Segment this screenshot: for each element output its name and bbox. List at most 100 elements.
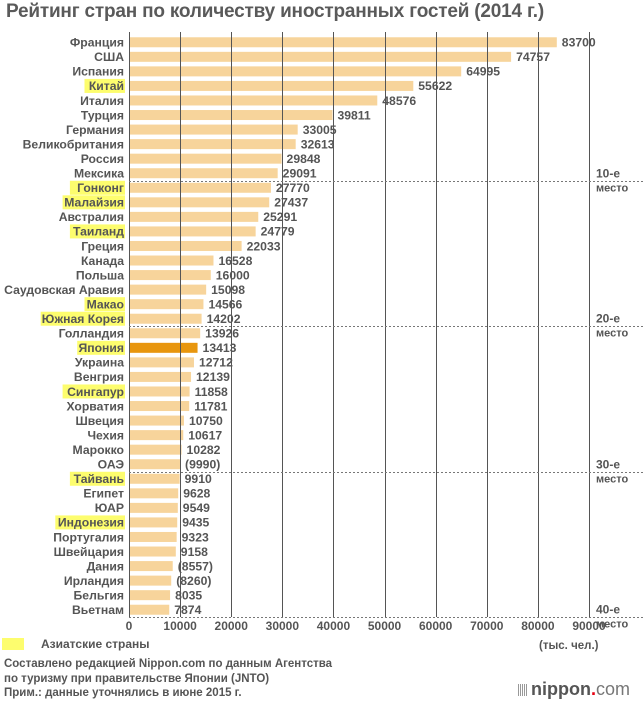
bar (130, 502, 178, 513)
bar (130, 459, 181, 470)
value-label: 8035 (175, 588, 202, 602)
value-label: 39811 (337, 108, 370, 122)
category-label: Польша (76, 268, 124, 282)
category-label: Бельгия (74, 588, 124, 602)
bar (130, 51, 512, 62)
bar (130, 255, 214, 266)
source-line-2: по туризму при правительстве Японии (JNT… (4, 673, 270, 685)
nippon-logo: nippon.com (518, 679, 630, 700)
value-label: 11781 (194, 399, 227, 413)
logo-bars-icon (518, 684, 528, 696)
legend: Азиатские страны (2, 637, 644, 657)
value-label: 27770 (276, 181, 310, 195)
bar (130, 197, 270, 208)
bar (130, 328, 201, 339)
value-label: 13413 (203, 341, 237, 355)
x-tick-label: 20000 (215, 619, 249, 633)
category-label: Украина (75, 356, 124, 370)
value-label: 64995 (466, 65, 500, 79)
category-label: Австралия (59, 210, 124, 224)
asia-label-highlight (69, 224, 125, 239)
value-label: 16000 (216, 268, 250, 282)
bar-chart: Франция 83700 США 74757 Испания 64995 Китай 556… (4, 32, 644, 633)
bar (130, 211, 259, 222)
source-line-1: Составлено редакцией Nippon.com по данны… (4, 658, 333, 670)
bar (130, 415, 184, 426)
category-label: ОАЭ (98, 458, 125, 472)
value-label: 9549 (183, 501, 210, 515)
category-label: Малайзия (64, 196, 124, 210)
category-label: Вьетнам (72, 603, 124, 617)
category-label: Чехия (87, 428, 124, 442)
category-label: Германия (66, 123, 124, 137)
bar (130, 371, 192, 382)
value-label: 15098 (211, 283, 245, 297)
bar (130, 401, 190, 412)
bar (130, 430, 184, 441)
category-label: Гонконг (77, 181, 124, 195)
value-label: 11858 (195, 385, 228, 399)
category-label: Швеция (76, 414, 124, 428)
x-tick-label: 30000 (266, 619, 300, 633)
category-label: Португалия (53, 530, 124, 544)
x-tick-label: 0 (126, 619, 133, 633)
value-label: 25291 (263, 210, 297, 224)
bar (130, 604, 170, 615)
value-label: 55622 (418, 79, 452, 93)
x-axis-unit-label: (тыс. чел.) (539, 640, 599, 652)
bar (130, 357, 194, 368)
x-tick-label: 60000 (419, 619, 453, 633)
value-label: 16528 (218, 254, 252, 268)
value-label: (8260) (176, 574, 211, 588)
x-tick-label: 40000 (317, 619, 351, 633)
bar (130, 124, 298, 135)
category-label: Южная Корея (42, 312, 124, 326)
category-label: Индонезия (58, 516, 124, 530)
asia-label-highlight (62, 384, 125, 399)
logo-main: nippon (531, 679, 591, 699)
bar (130, 575, 172, 586)
value-label: 9323 (182, 530, 209, 544)
value-label: 12712 (199, 356, 233, 370)
bar (130, 95, 378, 106)
value-label: 9158 (181, 545, 208, 559)
value-label: 27437 (274, 196, 308, 210)
category-label: Китай (89, 79, 124, 93)
bar (130, 80, 414, 91)
source-note: Составлено редакцией Nippon.com по данны… (4, 657, 332, 687)
bar (130, 139, 296, 150)
category-label: Сингапур (67, 385, 124, 399)
category-label: Великобритания (23, 137, 124, 151)
asia-label-highlight (77, 340, 125, 355)
value-label: 9910 (185, 472, 212, 486)
value-label: (8557) (178, 559, 213, 573)
asia-label-highlight (40, 311, 126, 326)
bar (130, 284, 207, 295)
value-label: 10617 (188, 428, 222, 442)
category-label: Таиланд (73, 225, 124, 239)
category-label: Ирландия (64, 574, 124, 588)
category-label: Турция (81, 108, 124, 122)
value-label: 14202 (207, 312, 241, 326)
value-label: 13926 (205, 327, 239, 341)
category-label: Япония (78, 341, 124, 355)
value-label: 29848 (287, 152, 321, 166)
rank-marker-label: 10-е (596, 167, 620, 181)
value-label: 24779 (261, 225, 295, 239)
chart-title: Рейтинг стран по количеству иностранных … (6, 1, 544, 22)
category-label: Марокко (73, 443, 124, 457)
bar (130, 517, 178, 528)
x-tick-label: 70000 (470, 619, 504, 633)
category-label: Саудовская Аравия (4, 283, 124, 297)
x-tick-label: 50000 (368, 619, 402, 633)
bar (130, 270, 211, 281)
category-label: Греция (81, 239, 124, 253)
asia-label-highlight (62, 195, 125, 210)
category-label: Венгрия (74, 370, 124, 384)
value-label: 22033 (247, 239, 281, 253)
bar (130, 488, 179, 499)
category-label: Египет (83, 487, 124, 501)
asia-label-highlight (69, 471, 125, 486)
logo-suffix: com (596, 679, 631, 699)
value-label: 29091 (283, 167, 317, 181)
